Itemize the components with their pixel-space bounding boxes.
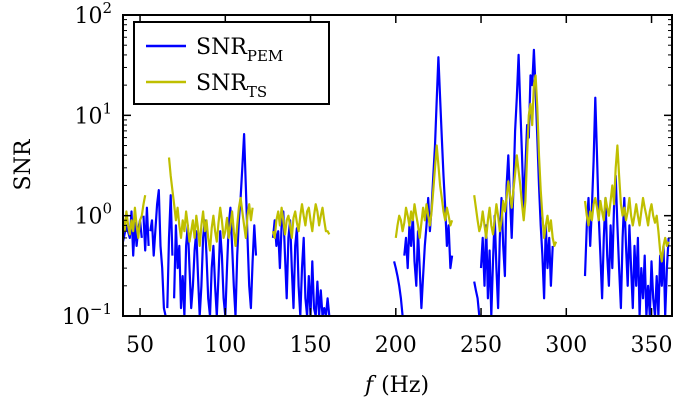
x-tick-label: 150 — [290, 333, 332, 358]
series-ts-line-segment-3 — [394, 144, 454, 239]
y-tick-label: 10−1 — [62, 300, 112, 330]
series-pem-line-segment-5 — [271, 210, 331, 316]
series-pem-line-segment-7 — [403, 56, 454, 310]
series-pem-line-segment-6 — [393, 261, 404, 316]
x-axis-label: f (Hz) — [363, 373, 429, 398]
series-ts-line-segment-4 — [473, 74, 558, 247]
series-ts-line-segment-0 — [123, 194, 147, 239]
series-ts-line-segment-5 — [583, 144, 670, 263]
x-tick-label: 300 — [545, 333, 587, 358]
plot-frame — [122, 14, 673, 317]
y-axis-label: SNR — [11, 138, 36, 190]
y-tick-label: 102 — [74, 0, 112, 29]
y-tick-label: 101 — [74, 99, 112, 129]
series-pem-line-segment-3 — [166, 194, 174, 309]
x-tick-label: 250 — [460, 333, 502, 358]
y-axis: 10−1 100 101 102 — [62, 0, 672, 330]
series-pem-line-segment-8 — [473, 281, 481, 316]
x-axis: 50 100 150 200 250 300 350 — [126, 15, 673, 358]
series-pem-line-segment-1 — [142, 206, 150, 252]
x-tick-label: 200 — [375, 333, 417, 358]
y-tick-label: 100 — [74, 200, 112, 230]
legend-label-ts: SNRTS — [196, 71, 267, 101]
series-ts-line-segment-2 — [271, 203, 331, 239]
legend-label-pem: SNRPEM — [196, 35, 283, 65]
series-layer — [123, 48, 670, 316]
series-pem-line-segment-2 — [149, 189, 167, 316]
x-tick-label: 100 — [204, 333, 246, 358]
x-tick-label: 50 — [126, 333, 154, 358]
series-ts-line-segment-1 — [167, 157, 254, 252]
legend-box — [133, 21, 330, 105]
series-pem-line-segment-10 — [583, 96, 670, 316]
x-tick-label: 350 — [631, 333, 673, 358]
legend: SNRPEM SNRTS — [133, 21, 330, 105]
series-pem-line-segment-9 — [479, 48, 554, 316]
